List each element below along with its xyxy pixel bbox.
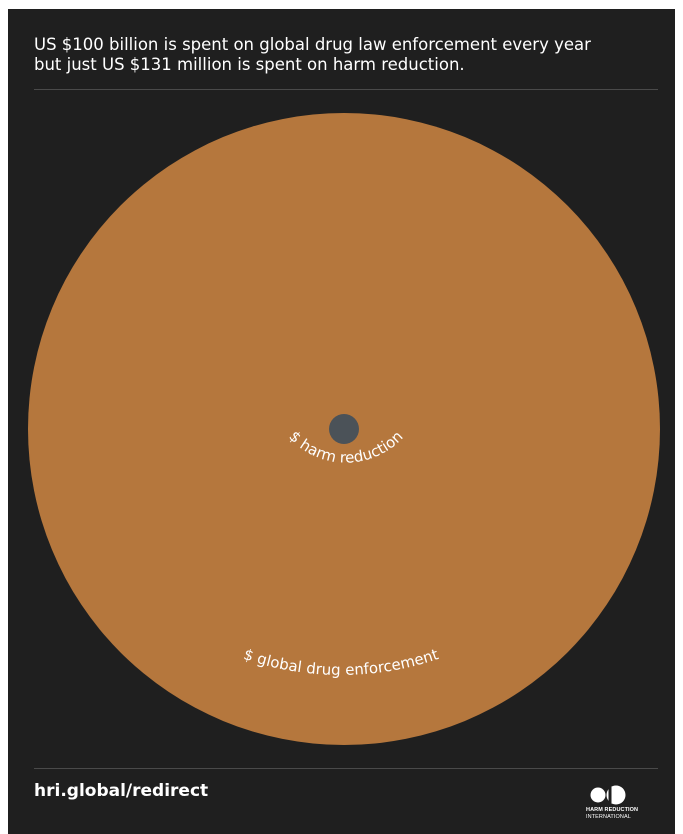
headline-line-2: but just US $131 million is spent on har… bbox=[34, 55, 465, 74]
footer-url[interactable]: hri.global/redirect bbox=[34, 781, 209, 801]
hri-logo-mark-icon bbox=[590, 785, 626, 805]
headline: US $100 billion is spent on global drug … bbox=[34, 35, 654, 75]
logo-line-2: INTERNATIONAL bbox=[586, 813, 631, 820]
hri-logo: HARM REDUCTION INTERNATIONAL bbox=[586, 785, 660, 825]
headline-line-1: US $100 billion is spent on global drug … bbox=[34, 35, 591, 54]
logo-line-1: HARM REDUCTION bbox=[586, 807, 639, 813]
hri-logo-text: HARM REDUCTION INTERNATIONAL bbox=[586, 807, 666, 820]
top-divider bbox=[34, 89, 658, 90]
infographic-frame: US $100 billion is spent on global drug … bbox=[8, 9, 675, 834]
bottom-divider bbox=[34, 768, 658, 769]
circle-chart: $ harm reduction $ global drug enforceme… bbox=[28, 113, 660, 745]
harm-reduction-circle bbox=[329, 414, 359, 444]
